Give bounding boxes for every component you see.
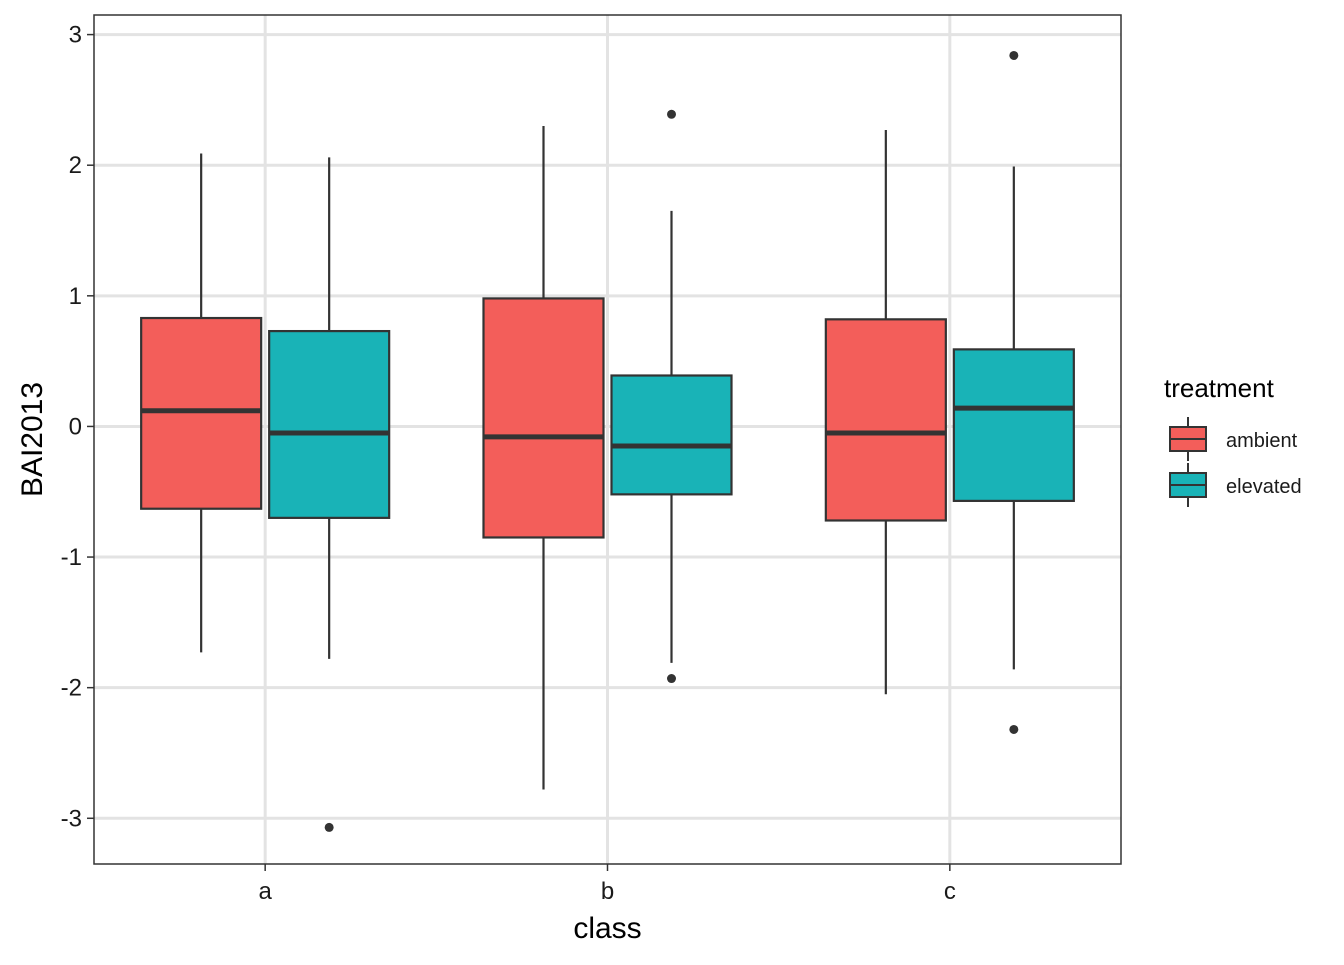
y-tick-label: 1	[69, 283, 82, 310]
x-tick-label: c	[944, 878, 956, 905]
boxes	[140, 50, 1075, 832]
legend-item-ambient: ambient	[1169, 417, 1298, 461]
y-axis-title: BAI2013	[16, 382, 49, 497]
box-ambient-b	[482, 126, 605, 790]
legend-label: elevated	[1226, 476, 1302, 498]
x-tick-label: b	[601, 878, 614, 905]
box-iqr	[824, 318, 947, 522]
legend-label: ambient	[1226, 430, 1298, 452]
y-tick-label: 2	[69, 152, 82, 179]
x-axis-title: class	[573, 912, 641, 945]
x-tick-label: a	[258, 878, 272, 905]
box-ambient-a	[140, 153, 263, 653]
box-iqr	[610, 374, 733, 496]
y-tick-label: -1	[61, 544, 82, 571]
box-iqr	[482, 297, 605, 539]
box-iqr	[268, 329, 391, 519]
outlier-point	[324, 822, 334, 832]
y-tick-label: -3	[61, 805, 82, 832]
legend-title: treatment	[1164, 373, 1275, 403]
y-tick-label: 0	[69, 413, 82, 440]
outlier-point	[667, 109, 676, 119]
box-iqr	[952, 348, 1075, 502]
box-elevated-a	[268, 157, 391, 832]
grid	[94, 15, 1121, 864]
outlier-point	[1009, 724, 1019, 734]
axes: -3 -2 -1 0 1 2 3 a b c	[61, 22, 956, 905]
legend-item-elevated: elevated	[1169, 463, 1302, 507]
box-elevated-c	[952, 50, 1075, 734]
outlier-point	[667, 674, 676, 684]
box-iqr	[140, 316, 263, 510]
y-tick-label: -2	[61, 675, 82, 702]
box-ambient-c	[824, 129, 947, 695]
box-elevated-b	[610, 109, 733, 684]
outlier-point	[1009, 50, 1019, 60]
legend: treatment ambient elevated	[1164, 373, 1302, 507]
y-tick-label: 3	[69, 22, 82, 49]
